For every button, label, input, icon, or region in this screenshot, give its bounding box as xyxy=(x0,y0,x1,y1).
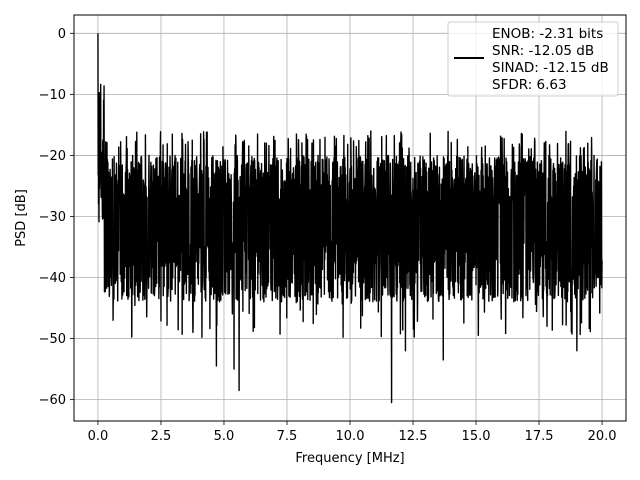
y-tick-label: −20 xyxy=(39,149,66,164)
legend: ENOB: -2.31 bits SNR: -12.05 dB SINAD: -… xyxy=(447,21,619,97)
x-tick-label: 20.0 xyxy=(588,429,617,444)
legend-snr: SNR: -12.05 dB xyxy=(492,43,594,59)
x-tick-label: 0.0 xyxy=(88,429,109,444)
y-tick-label: −50 xyxy=(39,332,66,347)
legend-box xyxy=(447,21,619,97)
legend-enob: ENOB: -2.31 bits xyxy=(492,26,603,42)
x-tick-label: 10.0 xyxy=(336,429,365,444)
x-tick-label: 12.5 xyxy=(399,429,428,444)
series-psd xyxy=(97,33,603,404)
y-tick-label: −10 xyxy=(39,88,66,103)
y-axis-label: PSD [dB] xyxy=(14,189,29,247)
y-tick-label: −40 xyxy=(39,271,66,286)
psd-trace xyxy=(97,33,603,404)
y-tick-label: −30 xyxy=(39,210,66,225)
legend-sfdr: SFDR: 6.63 xyxy=(492,77,567,93)
y-tick-label: 0 xyxy=(58,27,66,42)
y-axis-ticks: 0 −10 −20 −30 −40 −50 −60 xyxy=(39,27,74,408)
y-tick-label: −60 xyxy=(39,393,66,408)
legend-sinad: SINAD: -12.15 dB xyxy=(492,60,609,76)
x-axis-label: Frequency [MHz] xyxy=(295,451,404,466)
x-tick-label: 17.5 xyxy=(525,429,554,444)
x-axis-ticks: 0.0 2.5 5.0 7.5 10.0 12.5 15.0 17.5 20.0 xyxy=(88,421,617,444)
x-tick-label: 15.0 xyxy=(462,429,491,444)
x-tick-label: 2.5 xyxy=(151,429,172,444)
x-tick-label: 5.0 xyxy=(214,429,235,444)
x-tick-label: 7.5 xyxy=(277,429,298,444)
